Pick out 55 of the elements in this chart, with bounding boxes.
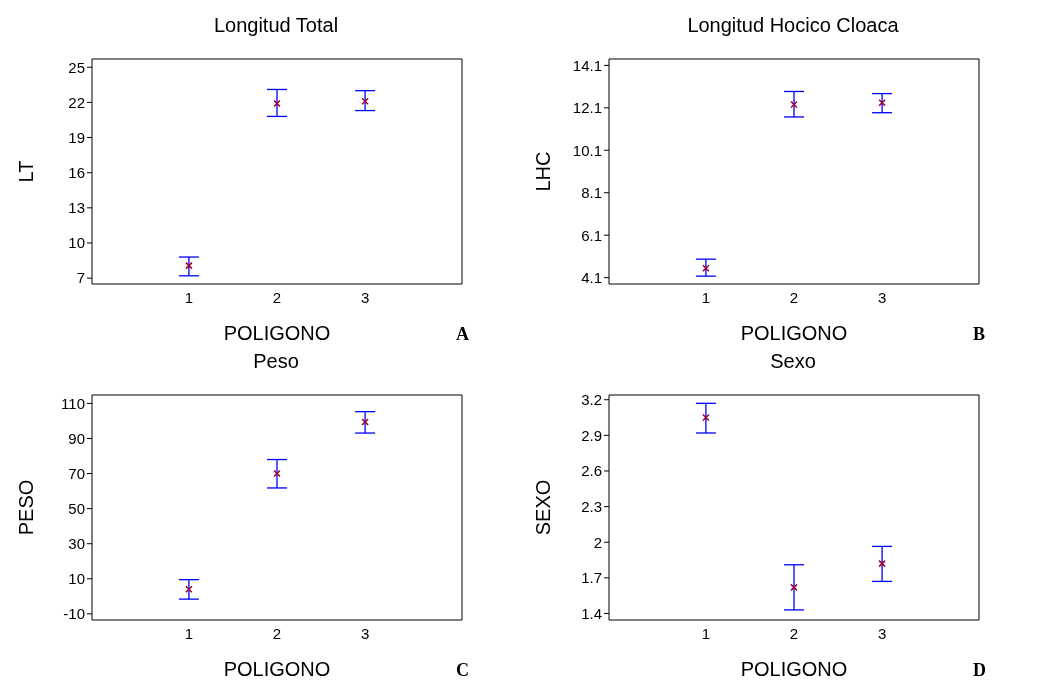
y-tick-label: 12.1: [572, 99, 602, 117]
x-tick-label: 2: [789, 624, 799, 642]
y-tick-label: 70: [68, 464, 85, 482]
x-tick-label: 3: [360, 288, 370, 306]
y-tick-label: 7: [76, 269, 85, 287]
y-tick-label: 3.2: [581, 391, 602, 409]
x-tick-label: 3: [877, 288, 887, 306]
y-tick-label: 1.7: [581, 569, 602, 587]
y-tick-label: 6.1: [581, 226, 602, 244]
y-axis-title: LHC: [532, 151, 555, 192]
y-tick-label: 50: [68, 499, 85, 517]
y-tick-label: 16: [68, 164, 85, 181]
x-axis-title: POLIGONO: [223, 322, 331, 344]
x-tick-label: 1: [701, 624, 711, 642]
y-axis-title: PESO: [15, 479, 38, 536]
x-tick-label: 2: [789, 288, 799, 306]
y-tick-label: 110: [61, 394, 85, 412]
y-tick-label: 13: [68, 199, 85, 217]
text: C: [456, 660, 469, 681]
x-tick-label: 2: [272, 288, 282, 306]
x-axis-title: POLIGONO: [740, 658, 848, 680]
y-tick-label: 90: [68, 429, 85, 447]
y-tick-label: 2.6: [581, 462, 602, 480]
x-axis-title: POLIGONO: [223, 658, 331, 680]
chart-title: Longitud Hocico Cloaca: [686, 14, 900, 37]
y-tick-label: 2.3: [581, 497, 602, 515]
y-tick-label: 14.1: [572, 56, 602, 74]
y-axis-title: LT: [15, 160, 38, 183]
y-tick-label: 25: [68, 58, 85, 76]
x-tick-label: 1: [701, 288, 711, 306]
text: D: [973, 660, 986, 681]
x-axis-title: POLIGONO: [740, 322, 848, 344]
chart-title: Peso: [252, 350, 300, 373]
x-tick-label: 1: [184, 288, 194, 306]
y-tick-label: 22: [68, 93, 85, 111]
x-tick-label: 1: [184, 624, 194, 642]
x-tick-label: 2: [272, 624, 282, 642]
chart-title: Sexo: [769, 350, 817, 373]
y-tick-label: 8.1: [581, 184, 602, 202]
y-tick-label: -10: [63, 605, 85, 623]
y-tick-label: 19: [68, 128, 85, 146]
y-tick-label: 30: [68, 535, 85, 553]
chart-title: Longitud Total: [212, 14, 340, 37]
y-tick-label: 1.4: [581, 604, 602, 622]
y-tick-label: 10.1: [572, 141, 602, 159]
x-tick-label: 3: [877, 624, 887, 642]
y-tick-label: 10: [68, 234, 85, 252]
y-tick-label: 2: [593, 533, 602, 551]
x-tick-label: 3: [360, 624, 370, 642]
text: A: [456, 324, 469, 345]
y-tick-label: 2.9: [581, 426, 602, 444]
y-axis-title: SEXO: [532, 479, 555, 536]
y-tick-label: 4.1: [581, 268, 602, 286]
text: B: [973, 324, 986, 345]
y-tick-label: 10: [68, 570, 85, 588]
